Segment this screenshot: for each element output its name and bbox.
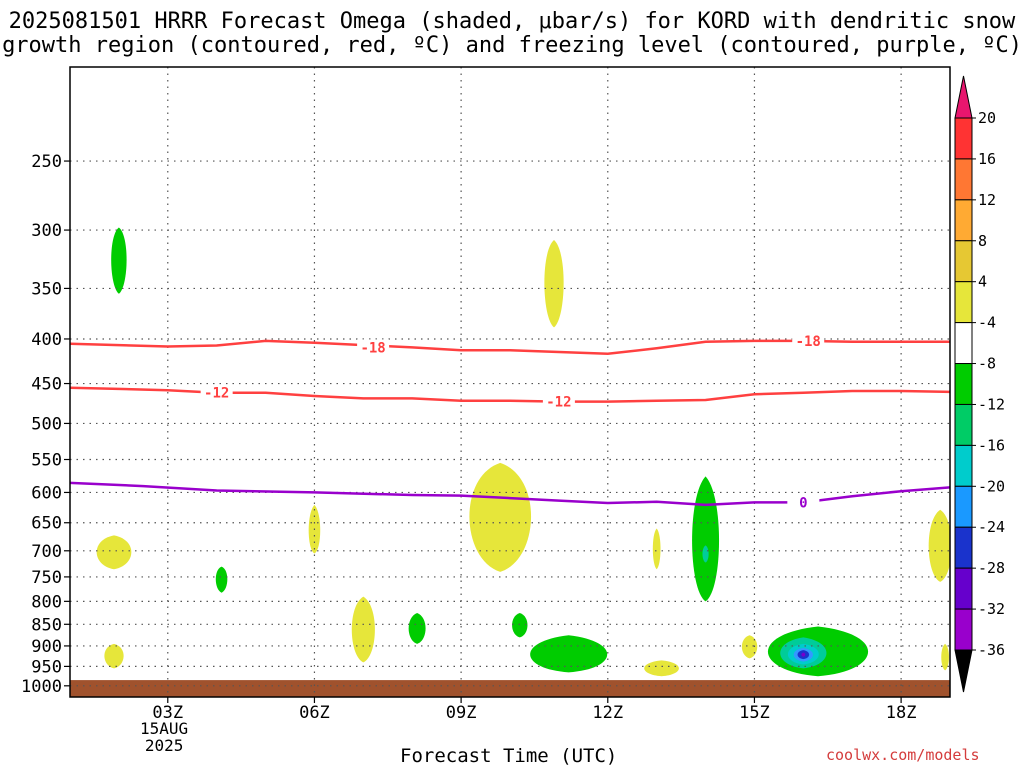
colorbar-label-6: -8 <box>978 355 996 373</box>
colorbar-label-10: -24 <box>978 518 1005 536</box>
colorbar-label-1: 16 <box>978 150 996 168</box>
y-tick-label-1: 300 <box>31 221 62 241</box>
y-tick-label-6: 550 <box>31 451 62 471</box>
isotherm-1-label-0: -12 <box>204 386 229 402</box>
omega-region-6 <box>104 643 124 669</box>
isotherm-1-label-1: -12 <box>546 395 571 411</box>
colorbar-segment-6 <box>954 363 973 405</box>
plot-area: -18 -18 -12 -12 0 <box>70 67 950 697</box>
x-axis-label: Forecast Time (UTC) <box>400 745 618 767</box>
omega-core-5 <box>702 545 709 563</box>
isotherm-1-label-bg-0 <box>200 384 233 401</box>
colorbar-segment-8 <box>954 444 973 487</box>
freezing-level-label-0: 0 <box>799 495 807 511</box>
colorbar-segment-10 <box>954 526 973 569</box>
y-tick-label-8: 650 <box>31 514 62 534</box>
colorbar-segment-12 <box>954 608 973 651</box>
date-label: 15AUG 2025 <box>140 720 188 754</box>
ground-layer <box>70 680 950 697</box>
y-tick-label-2: 350 <box>31 279 62 299</box>
colorbar-segment-11 <box>954 567 973 610</box>
omega-region-4 <box>652 528 661 570</box>
isotherm-0-label-1: -18 <box>796 334 821 350</box>
colorbar-label-12: -32 <box>978 600 1005 618</box>
omega-region-2 <box>544 240 564 328</box>
date-label-day: 15AUG <box>140 719 189 738</box>
x-tick-label-2: 09Z <box>446 703 477 723</box>
omega-region-14 <box>692 476 720 602</box>
omega-core-4 <box>801 652 806 657</box>
colorbar-segment-2 <box>954 199 973 242</box>
omega-region-9 <box>928 509 950 582</box>
omega-region-0 <box>96 535 132 570</box>
y-tick-label-13: 900 <box>31 637 62 657</box>
x-tick-label-5: 18Z <box>886 703 917 723</box>
x-tick-label-3: 12Z <box>592 703 623 723</box>
x-tick-label-4: 15Z <box>739 703 770 723</box>
colorbar-label-7: -12 <box>978 395 1005 413</box>
colorbar-label-2: 12 <box>978 191 996 209</box>
freezing-level-label-bg-0 <box>787 494 820 511</box>
colorbar-segment-7 <box>954 403 973 446</box>
colorbar-segment-1 <box>954 158 973 201</box>
y-tick-label-4: 450 <box>31 375 62 395</box>
omega-region-16 <box>530 635 608 673</box>
y-tick-label-10: 750 <box>31 568 62 588</box>
colorbar-label-4: 4 <box>978 273 987 291</box>
omega-region-3 <box>469 462 532 572</box>
y-tick-label-12: 850 <box>31 615 62 635</box>
omega-region-7 <box>644 660 679 677</box>
colorbar-segment-0 <box>954 117 973 160</box>
x-tick-label-0: 03Z <box>152 703 183 723</box>
credit-link[interactable]: coolwx.com/models <box>826 746 980 764</box>
isotherm-1-line <box>70 386 950 403</box>
omega-region-11 <box>111 227 127 294</box>
colorbar-label-3: 8 <box>978 232 987 250</box>
colorbar-segment-4 <box>954 281 973 324</box>
y-tick-label-0: 250 <box>31 152 62 172</box>
chart-title-line-1: 2025081501 HRRR Forecast Omega (shaded, … <box>8 9 1016 34</box>
colorbar-segment-3 <box>954 240 973 283</box>
colorbar-label-13: -36 <box>978 641 1005 659</box>
freezing-level-line <box>70 481 950 507</box>
date-label-year: 2025 <box>144 736 184 755</box>
omega-region-15 <box>512 612 528 638</box>
colorbar-bottom-triangle <box>954 649 973 693</box>
chart-title-line-2: growth region (contoured, red, ºC) and f… <box>2 33 1022 58</box>
y-tick-label-11: 800 <box>31 592 62 612</box>
colorbar-label-0: 20 <box>978 109 996 127</box>
y-tick-label-15: 1000 <box>21 677 62 697</box>
y-tick-label-14: 950 <box>31 657 62 677</box>
omega-region-10 <box>941 643 949 671</box>
colorbar-top-triangle <box>954 75 973 119</box>
colorbar-segment-9 <box>954 485 973 528</box>
x-tick-label-1: 06Z <box>299 703 330 723</box>
omega-region-5 <box>351 596 375 663</box>
plot-frame <box>69 66 951 698</box>
y-tick-label-5: 500 <box>31 414 62 434</box>
isotherm-1-label-bg-1 <box>542 393 575 410</box>
colorbar-label-5: -4 <box>978 314 996 332</box>
omega-region-8 <box>741 635 758 659</box>
colorbar-label-11: -28 <box>978 559 1005 577</box>
isotherm-0-label-bg-1 <box>792 332 825 349</box>
y-tick-label-9: 700 <box>31 542 62 562</box>
omega-region-13 <box>408 612 426 644</box>
isotherm-0-label-bg-0 <box>357 339 390 356</box>
isotherm-0-label-0: -18 <box>360 340 385 356</box>
y-tick-label-3: 400 <box>31 330 62 350</box>
colorbar-segment-5 <box>954 322 973 365</box>
colorbar-label-8: -16 <box>978 436 1005 454</box>
colorbar-label-9: -20 <box>978 477 1005 495</box>
omega-region-12 <box>215 566 228 593</box>
y-tick-label-7: 600 <box>31 483 62 503</box>
